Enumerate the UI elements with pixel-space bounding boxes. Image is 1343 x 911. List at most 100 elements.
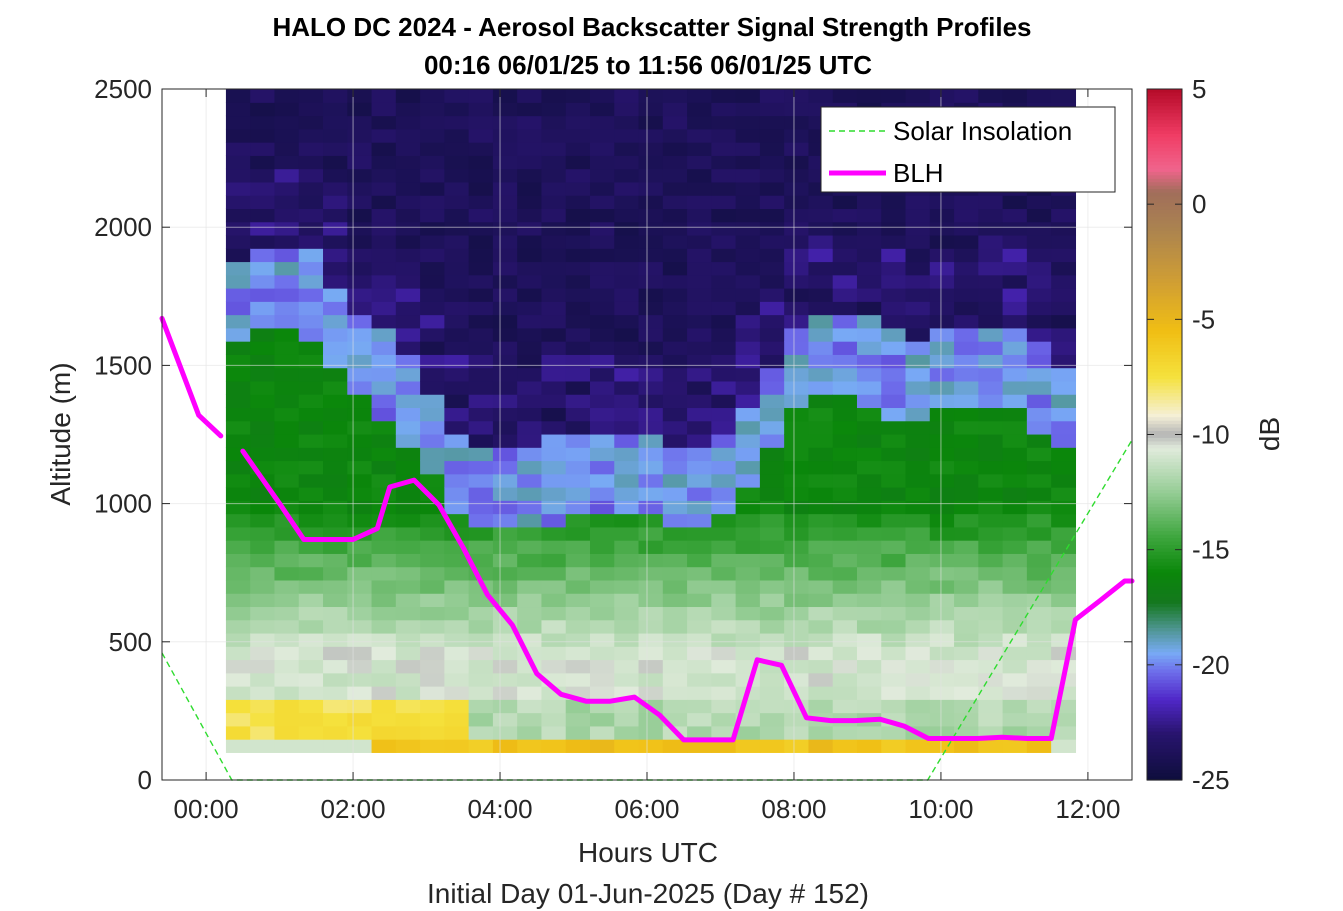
heatmap-cell: [638, 142, 664, 156]
heatmap-cell: [274, 354, 300, 369]
heatmap-cell: [1002, 367, 1028, 382]
heatmap-cell: [492, 181, 518, 196]
heatmap-cell: [371, 646, 397, 661]
heatmap-cell: [565, 526, 591, 541]
heatmap-cell: [492, 487, 518, 501]
heatmap-cell: [954, 367, 979, 382]
heatmap-cell: [420, 420, 445, 435]
heatmap-cell: [395, 420, 421, 435]
colorbar-segment: [1147, 738, 1182, 743]
colorbar-segment: [1147, 203, 1182, 208]
heatmap-cell: [905, 686, 931, 700]
heatmap-cell: [517, 314, 543, 329]
heatmap-cell: [735, 274, 761, 289]
heatmap-cell: [323, 195, 348, 210]
heatmap-cell: [784, 354, 810, 369]
heatmap-cell: [978, 274, 1004, 289]
heatmap-cell: [298, 288, 324, 302]
colorbar-segment: [1147, 742, 1182, 747]
heatmap-cell: [808, 686, 834, 700]
heatmap-cell: [420, 221, 445, 236]
heatmap-cell: [298, 460, 324, 475]
heatmap-cell: [662, 593, 688, 608]
heatmap-cell: [1002, 540, 1028, 554]
colorbar-segment: [1147, 513, 1182, 519]
heatmap-cell: [323, 301, 348, 316]
heatmap-cell: [541, 619, 567, 634]
heatmap-cell: [1026, 354, 1052, 369]
heatmap-cell: [662, 181, 688, 196]
heatmap-cell: [492, 155, 518, 170]
heatmap-cell: [274, 380, 300, 395]
heatmap-cell: [565, 128, 591, 143]
heatmap-cell: [492, 142, 518, 156]
heatmap-cell: [1026, 632, 1052, 647]
heatmap-cell: [1002, 234, 1028, 249]
heatmap-cell: [444, 274, 470, 289]
heatmap-cell: [225, 526, 251, 541]
heatmap-cell: [832, 261, 858, 276]
heatmap-cell: [808, 341, 834, 355]
heatmap-cell: [1026, 606, 1052, 621]
heatmap-cell: [517, 274, 543, 289]
heatmap-cell: [541, 208, 567, 223]
heatmap-cell: [881, 672, 907, 687]
colorbar-segment: [1147, 707, 1182, 712]
heatmap-cell: [1002, 221, 1028, 236]
x-tick-label: 08:00: [761, 794, 826, 824]
heatmap-cell: [954, 513, 979, 528]
heatmap-cell: [298, 394, 324, 409]
heatmap-cell: [687, 579, 712, 594]
heatmap-cell: [856, 699, 882, 714]
heatmap-cell: [225, 314, 251, 329]
heatmap-cell: [808, 208, 834, 223]
heatmap-cell: [954, 553, 979, 568]
colorbar-segment: [1147, 417, 1182, 422]
heatmap-cell: [687, 102, 712, 117]
heatmap-cell: [881, 274, 907, 289]
heatmap-cell: [250, 168, 276, 183]
colorbar-segment: [1147, 375, 1182, 380]
heatmap-cell: [274, 672, 300, 687]
heatmap-cell: [759, 699, 785, 714]
heatmap-cell: [395, 115, 421, 130]
heatmap-cell: [638, 261, 664, 276]
heatmap-cell: [468, 487, 494, 501]
heatmap-cell: [323, 420, 348, 435]
heatmap-cell: [808, 195, 834, 210]
heatmap-cell: [420, 394, 445, 409]
heatmap-cell: [784, 168, 810, 183]
heatmap-cell: [662, 646, 688, 661]
colorbar-segment: [1147, 524, 1182, 529]
heatmap-cell: [274, 248, 300, 263]
heatmap-cell: [541, 314, 567, 329]
colorbar-segment: [1147, 361, 1182, 366]
heatmap-cell: [225, 553, 251, 568]
heatmap-cell: [420, 195, 445, 210]
heatmap-cell: [347, 89, 373, 103]
heatmap-cell: [662, 487, 688, 501]
heatmap-cell: [347, 327, 373, 342]
heatmap-cell: [1051, 314, 1077, 329]
heatmap-cell: [638, 181, 664, 196]
heatmap-cell: [905, 487, 931, 501]
heatmap-cell: [274, 632, 300, 647]
heatmap-cell: [541, 473, 567, 488]
heatmap-cell: [298, 407, 324, 422]
heatmap-cell: [638, 460, 664, 475]
heatmap-cell: [444, 261, 470, 276]
heatmap-cell: [687, 354, 712, 369]
heatmap-cell: [517, 407, 543, 422]
heatmap-cell: [565, 181, 591, 196]
heatmap-cell: [395, 433, 421, 448]
heatmap-cell: [565, 234, 591, 249]
heatmap-cell: [954, 354, 979, 369]
heatmap-cell: [492, 327, 518, 342]
heatmap-cell: [274, 394, 300, 409]
colorbar-segment: [1147, 137, 1182, 142]
heatmap-cell: [954, 606, 979, 621]
heatmap-cell: [298, 659, 324, 674]
colorbar-segment: [1147, 558, 1182, 563]
colorbar-segment: [1147, 244, 1182, 249]
heatmap-cell: [225, 89, 251, 103]
